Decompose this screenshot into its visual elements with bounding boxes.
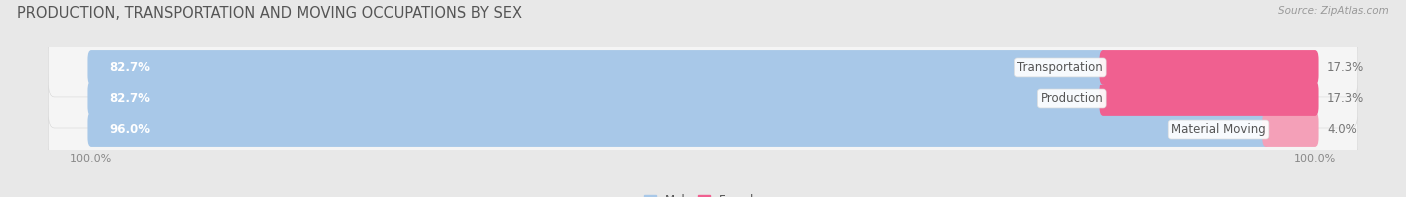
FancyBboxPatch shape [48, 69, 1358, 128]
Text: 4.0%: 4.0% [1327, 123, 1357, 136]
Text: 17.3%: 17.3% [1327, 92, 1364, 105]
Text: Source: ZipAtlas.com: Source: ZipAtlas.com [1278, 6, 1389, 16]
FancyBboxPatch shape [48, 100, 1358, 159]
Legend: Male, Female: Male, Female [644, 194, 762, 197]
FancyBboxPatch shape [48, 38, 1358, 97]
Text: PRODUCTION, TRANSPORTATION AND MOVING OCCUPATIONS BY SEX: PRODUCTION, TRANSPORTATION AND MOVING OC… [17, 6, 522, 21]
Text: 17.3%: 17.3% [1327, 61, 1364, 74]
FancyBboxPatch shape [1099, 50, 1319, 85]
FancyBboxPatch shape [87, 50, 1107, 85]
FancyBboxPatch shape [87, 81, 1107, 116]
FancyBboxPatch shape [1099, 81, 1319, 116]
Text: Transportation: Transportation [1018, 61, 1104, 74]
FancyBboxPatch shape [87, 112, 1270, 147]
Text: 96.0%: 96.0% [110, 123, 150, 136]
Text: 82.7%: 82.7% [110, 61, 150, 74]
FancyBboxPatch shape [1263, 112, 1319, 147]
Text: Production: Production [1040, 92, 1104, 105]
Text: Material Moving: Material Moving [1171, 123, 1265, 136]
Text: 82.7%: 82.7% [110, 92, 150, 105]
